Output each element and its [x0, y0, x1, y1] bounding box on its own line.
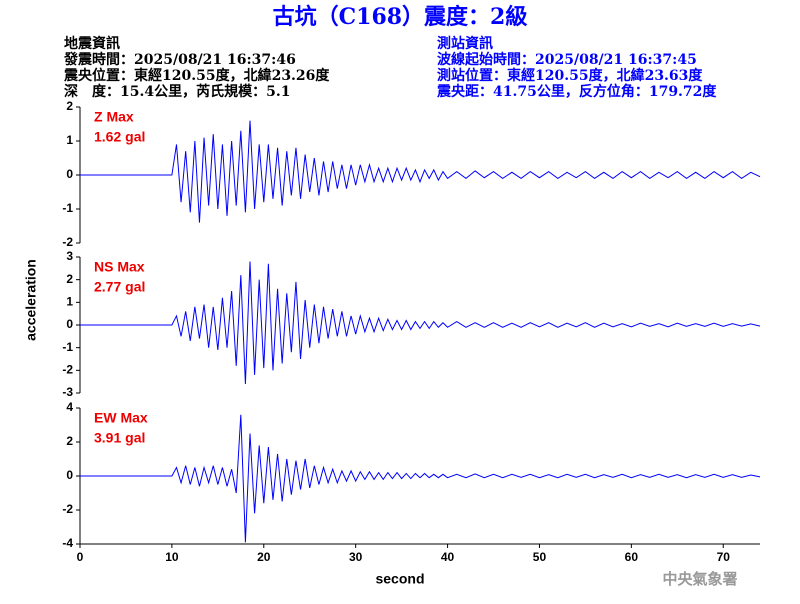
peak-value: 1.62 gal: [94, 129, 145, 145]
y-tick-label: 0: [66, 167, 73, 181]
earthquake-info: 深 度：15.4公里，芮氏規模：5.1: [64, 83, 290, 100]
earthquake-info: 發震時間：2025/08/21 16:37:46: [63, 51, 296, 68]
y-tick-label: 3: [66, 249, 73, 263]
earthquake-info: 地震資訊: [64, 35, 120, 52]
x-tick-label: 70: [717, 550, 731, 564]
component-label: EW Max: [94, 410, 148, 426]
y-tick-label: 0: [66, 468, 73, 482]
y-tick-label: -2: [62, 363, 73, 377]
y-tick-label: -2: [62, 502, 73, 516]
y-tick-label: 2: [66, 99, 73, 113]
y-tick-label: 1: [66, 295, 73, 309]
y-tick-label: -1: [62, 201, 73, 215]
waveform: [80, 120, 761, 223]
earthquake-info: 震央位置：東經120.55度，北緯23.26度: [63, 67, 330, 84]
station-info: 震央距：41.75公里，反方位角：179.72度: [436, 83, 717, 100]
x-tick-label: 20: [257, 550, 271, 564]
y-tick-label: 2: [66, 434, 73, 448]
peak-value: 2.77 gal: [94, 279, 145, 295]
x-tick-label: 10: [165, 550, 179, 564]
component-label: NS Max: [94, 259, 145, 275]
waveform: [80, 261, 761, 384]
x-tick-label: 40: [441, 550, 455, 564]
page-title: 古坑（C168）震度：2級: [273, 4, 528, 30]
footer-credit: 中央氣象署: [662, 570, 737, 588]
y-tick-label: -3: [62, 385, 73, 399]
y-tick-label: -2: [62, 235, 73, 249]
y-tick-label: 4: [66, 400, 73, 414]
y-tick-label: 0: [66, 317, 73, 331]
station-info: 波線起始時間：2025/08/21 16:37:45: [437, 51, 697, 68]
y-axis-label: acceleration: [23, 259, 39, 341]
y-tick-label: -1: [62, 340, 73, 354]
y-tick-label: 2: [66, 272, 73, 286]
x-tick-label: 30: [349, 550, 363, 564]
y-tick-label: -4: [62, 536, 73, 550]
waveform: [80, 414, 761, 543]
peak-value: 3.91 gal: [94, 430, 145, 446]
y-tick-label: 1: [66, 133, 73, 147]
x-tick-label: 0: [77, 550, 84, 564]
component-label: Z Max: [94, 109, 134, 125]
station-info: 測站資訊: [437, 35, 493, 52]
station-info: 測站位置：東經120.55度，北緯23.63度: [437, 67, 703, 84]
x-tick-label: 50: [533, 550, 547, 564]
x-tick-label: 60: [625, 550, 639, 564]
x-axis-label: second: [375, 571, 424, 587]
